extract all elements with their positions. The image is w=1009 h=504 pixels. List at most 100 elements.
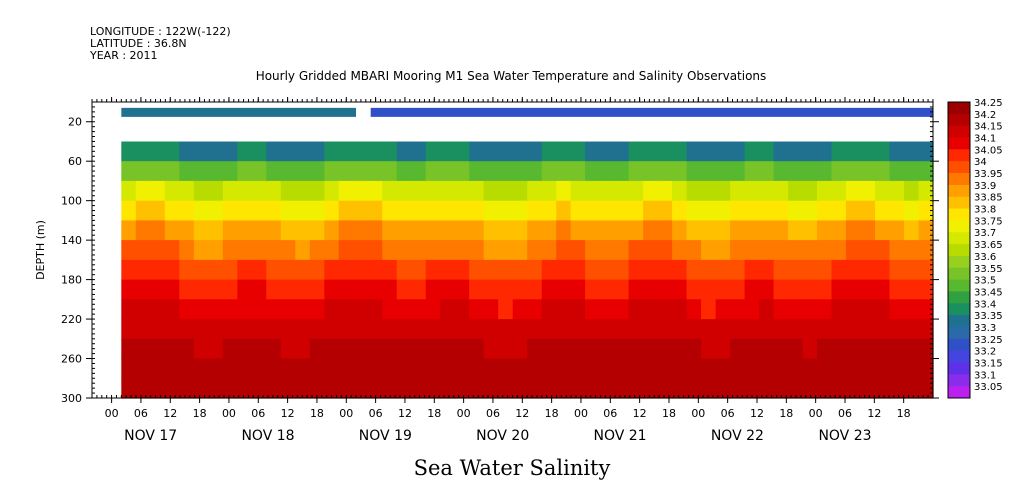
salinity-cell xyxy=(208,319,224,340)
colorbar-label: 33.4 xyxy=(974,299,996,310)
salinity-cell xyxy=(295,161,311,182)
salinity-cell xyxy=(150,141,166,162)
salinity-cell xyxy=(208,180,224,202)
salinity-cell xyxy=(135,141,151,162)
salinity-cell xyxy=(918,378,934,399)
salinity-cell xyxy=(599,141,615,162)
salinity-cell xyxy=(498,240,514,261)
salinity-cell xyxy=(411,161,427,182)
salinity-cell xyxy=(338,161,354,182)
colorbar-swatch xyxy=(948,196,970,209)
salinity-cell xyxy=(599,161,615,182)
salinity-cell xyxy=(889,240,905,261)
salinity-cell xyxy=(541,319,557,340)
y-axis-label: DEPTH (m) xyxy=(34,220,47,280)
salinity-cell xyxy=(570,220,586,241)
salinity-cell xyxy=(570,358,586,379)
salinity-cell xyxy=(846,378,862,399)
salinity-cell xyxy=(875,358,891,379)
salinity-cell xyxy=(135,200,151,221)
salinity-cell xyxy=(295,338,311,360)
salinity-cell xyxy=(672,299,688,320)
salinity-cell xyxy=(846,299,862,320)
salinity-cell xyxy=(411,259,427,281)
y-tick-label: 220 xyxy=(61,313,82,326)
salinity-cell xyxy=(280,240,296,261)
salinity-cell xyxy=(266,200,282,221)
salinity-cell xyxy=(802,161,818,182)
salinity-cell xyxy=(135,220,151,241)
salinity-cell xyxy=(614,279,630,300)
chart-title: Hourly Gridded MBARI Mooring M1 Sea Wate… xyxy=(256,69,767,83)
salinity-cell xyxy=(527,299,543,320)
salinity-cell xyxy=(904,180,920,202)
salinity-cell xyxy=(657,141,673,162)
salinity-cell xyxy=(860,319,876,340)
salinity-cell xyxy=(744,358,760,379)
salinity-cell xyxy=(164,141,180,162)
salinity-cell xyxy=(324,180,340,202)
x-hour-label: 12 xyxy=(163,407,177,420)
salinity-cell xyxy=(599,358,615,379)
salinity-cell xyxy=(469,338,485,360)
salinity-cell xyxy=(338,299,354,320)
salinity-cell xyxy=(338,279,354,300)
salinity-cell xyxy=(150,378,166,399)
longitude-label: LONGITUDE : 122W(-122) xyxy=(90,25,231,38)
salinity-cell xyxy=(483,220,499,241)
salinity-cell xyxy=(730,141,746,162)
salinity-cell xyxy=(121,279,137,300)
salinity-cell xyxy=(222,161,238,182)
salinity-cell xyxy=(237,319,253,340)
salinity-cell xyxy=(831,338,847,360)
salinity-cell xyxy=(338,338,354,360)
x-hour-label: 18 xyxy=(310,407,324,420)
salinity-cell xyxy=(411,180,427,202)
salinity-cell xyxy=(527,220,543,241)
salinity-cell xyxy=(730,378,746,399)
salinity-cell xyxy=(425,319,441,340)
salinity-cell xyxy=(280,319,296,340)
salinity-cell xyxy=(686,161,702,182)
salinity-cell xyxy=(541,220,557,241)
salinity-cell xyxy=(889,358,905,379)
salinity-cell xyxy=(266,220,282,241)
salinity-cell xyxy=(788,259,804,281)
salinity-cell xyxy=(788,200,804,221)
salinity-cell xyxy=(541,358,557,379)
salinity-cell xyxy=(831,319,847,340)
salinity-cell xyxy=(280,299,296,320)
salinity-cell xyxy=(556,161,572,182)
colorbar-label: 33.2 xyxy=(974,347,996,358)
salinity-cell xyxy=(483,180,499,202)
salinity-cell xyxy=(150,180,166,202)
salinity-cell xyxy=(860,259,876,281)
salinity-cell xyxy=(382,180,398,202)
salinity-cell xyxy=(425,200,441,221)
salinity-cell xyxy=(614,259,630,281)
salinity-cell xyxy=(440,141,456,162)
x-hour-label: 00 xyxy=(457,407,471,420)
x-hour-label: 12 xyxy=(398,407,412,420)
salinity-cell xyxy=(121,338,137,360)
salinity-cell xyxy=(251,161,267,182)
salinity-cell xyxy=(411,220,427,241)
salinity-cell xyxy=(875,338,891,360)
salinity-cell xyxy=(730,279,746,300)
salinity-cell xyxy=(324,279,340,300)
colorbar-swatch xyxy=(948,102,970,115)
x-hour-label: 12 xyxy=(633,407,647,420)
salinity-cell xyxy=(382,220,398,241)
colorbar-label: 33.6 xyxy=(974,252,996,263)
salinity-cell xyxy=(730,358,746,379)
salinity-cell xyxy=(701,299,717,320)
salinity-cell xyxy=(454,279,470,300)
salinity-cell xyxy=(483,141,499,162)
salinity-cell xyxy=(860,338,876,360)
salinity-cell xyxy=(628,200,644,221)
salinity-cell xyxy=(570,141,586,162)
colorbar-swatch xyxy=(948,244,970,257)
salinity-cell xyxy=(382,338,398,360)
salinity-cell xyxy=(759,259,775,281)
salinity-cell xyxy=(701,200,717,221)
